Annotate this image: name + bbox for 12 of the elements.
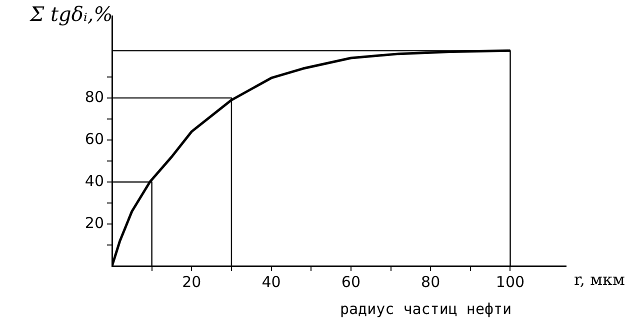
y-tick-label: 20 [84,214,104,232]
y-tick-label: 60 [84,130,104,148]
x-tick-label: 100 [496,272,525,291]
x-axis-title: r, мкм [574,270,625,289]
y-axis-title: Σ tgδᵢ,% [30,2,113,26]
x-tick-label: 60 [341,272,360,291]
y-tick-label: 40 [84,172,104,190]
x-tick-label: 80 [421,272,440,291]
x-tick-label: 20 [182,272,202,291]
y-tick-label: 80 [84,88,104,106]
text: радиус частиц нефти [340,300,512,318]
x-tick-label: 40 [262,272,281,291]
